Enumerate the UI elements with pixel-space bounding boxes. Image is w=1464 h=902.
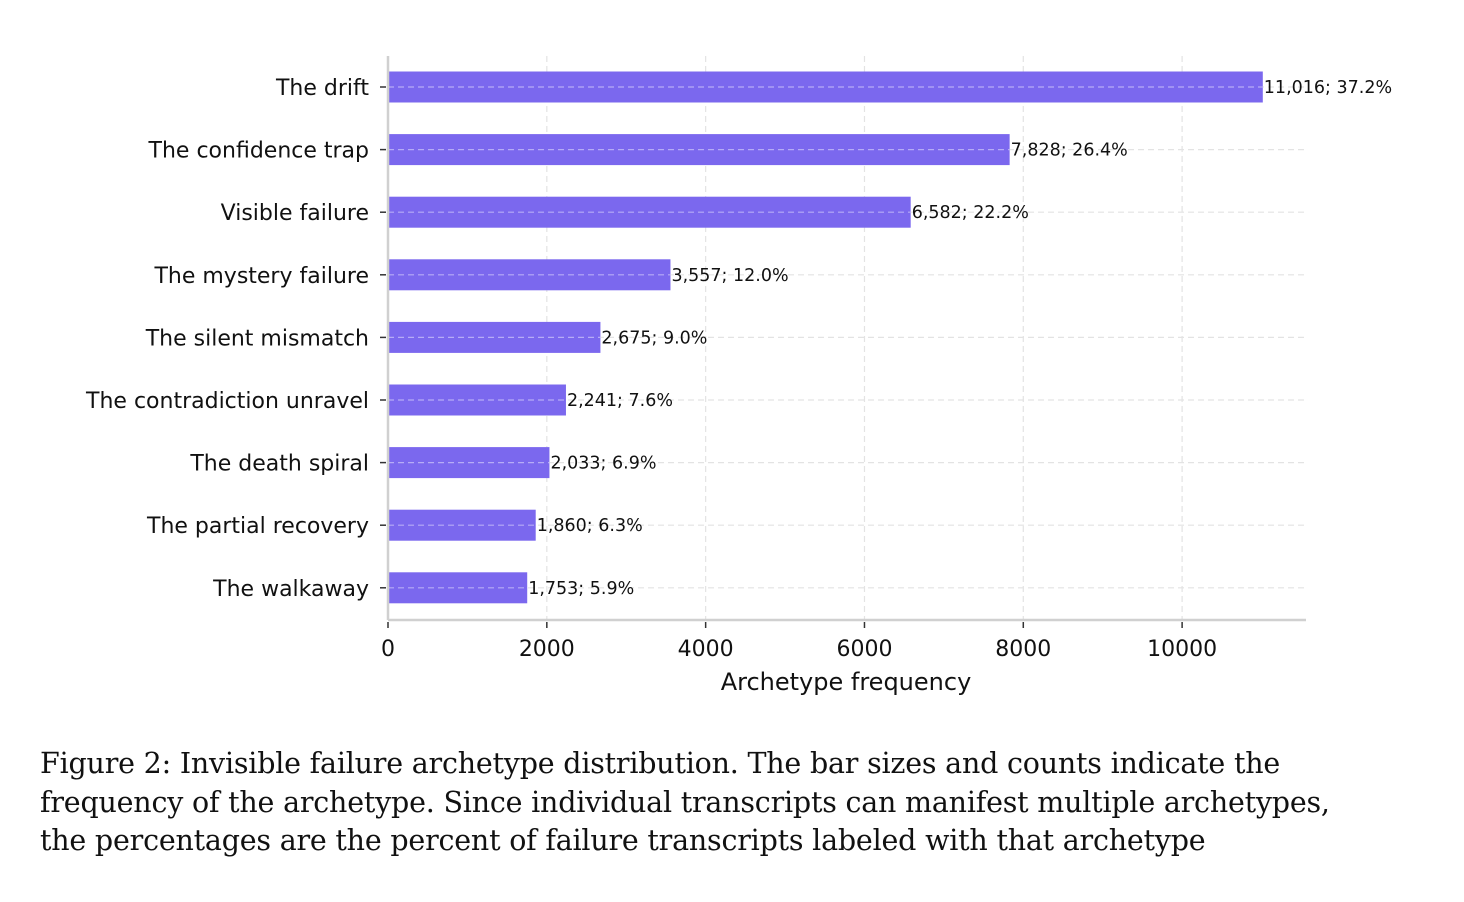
data-label: 6,582; 22.2%	[912, 203, 1029, 223]
data-label: 7,828; 26.4%	[1011, 141, 1128, 161]
data-label: 1,753; 5.9%	[528, 579, 634, 599]
figure-caption: Figure 2: Invisible failure archetype di…	[40, 745, 1440, 861]
bar	[388, 71, 1263, 103]
bar-chart: 11,016; 37.2% 7,828; 26.4% 6,582; 22.2% 3,5…	[85, 56, 1392, 696]
y-tick-label: The partial recovery	[146, 514, 369, 539]
caption-line-3: the percentages are the percent of failu…	[40, 824, 1206, 857]
y-tick-label: The silent mismatch	[145, 326, 369, 351]
bar	[388, 509, 536, 541]
y-tick-label: The death spiral	[189, 452, 369, 477]
bar	[388, 321, 601, 353]
y-tick-label: The mystery failure	[153, 264, 369, 289]
bar	[388, 384, 566, 416]
bar	[388, 259, 671, 291]
bar	[388, 572, 528, 604]
data-label: 1,860; 6.3%	[537, 516, 643, 536]
bars: 11,016; 37.2% 7,828; 26.4% 6,582; 22.2% 3,5…	[388, 71, 1392, 604]
x-tick-label: 10000	[1147, 637, 1217, 662]
y-tick-label: The drift	[275, 76, 369, 101]
data-label: 2,241; 7.6%	[567, 391, 673, 411]
x-tick-label: 6000	[836, 637, 892, 662]
x-tick-label: 2000	[519, 637, 575, 662]
y-tick-label: The walkaway	[212, 577, 369, 602]
y-tick-label: The confidence trap	[148, 139, 369, 164]
x-tick-label: 4000	[678, 637, 734, 662]
axes: The drift The confidence trap Visible fail…	[85, 56, 1306, 662]
data-label: 11,016; 37.2%	[1264, 78, 1392, 98]
bar	[388, 447, 550, 479]
y-tick-label: The contradiction unravel	[85, 389, 369, 414]
x-axis-title: Archetype frequency	[721, 668, 972, 696]
data-label: 3,557; 12.0%	[671, 266, 788, 286]
data-label: 2,033; 6.9%	[550, 454, 656, 474]
y-tick-label: Visible failure	[221, 201, 369, 226]
data-label: 2,675; 9.0%	[601, 328, 707, 348]
x-tick-label: 8000	[995, 637, 1051, 662]
x-tick-label: 0	[381, 637, 395, 662]
caption-line-2: frequency of the archetype. Since indivi…	[40, 785, 1330, 819]
caption-line-1: Figure 2: Invisible failure archetype di…	[40, 747, 1281, 780]
bar	[388, 134, 1010, 166]
bar	[388, 196, 911, 228]
